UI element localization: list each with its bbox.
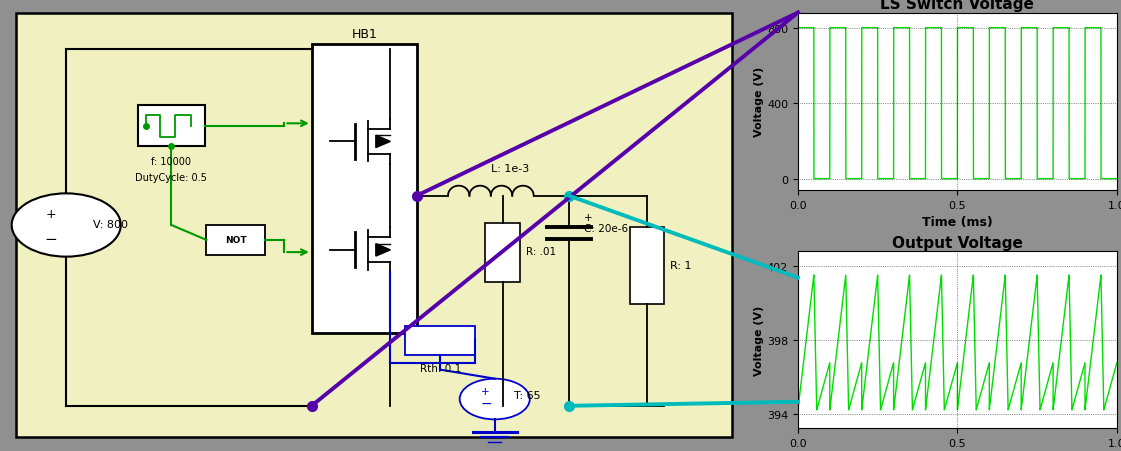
Circle shape <box>11 194 121 257</box>
Text: Rth: 0.1: Rth: 0.1 <box>419 363 461 373</box>
X-axis label: Time (ms): Time (ms) <box>923 216 993 229</box>
Title: LS Switch Voltage: LS Switch Voltage <box>880 0 1035 12</box>
Text: V: 800: V: 800 <box>93 219 129 229</box>
Text: −: − <box>44 231 57 247</box>
Bar <box>206 226 265 255</box>
Text: +: + <box>481 386 490 396</box>
Title: Output Voltage: Output Voltage <box>892 235 1022 250</box>
Text: DutyCycle: 0.5: DutyCycle: 0.5 <box>136 172 207 182</box>
Bar <box>405 326 475 355</box>
Y-axis label: Voltage (V): Voltage (V) <box>754 67 765 137</box>
Circle shape <box>460 379 530 419</box>
Text: L: 1e-3: L: 1e-3 <box>491 163 529 173</box>
Text: R: .01: R: .01 <box>526 247 556 257</box>
Text: C: 20e-6: C: 20e-6 <box>584 223 629 233</box>
Text: R: 1: R: 1 <box>670 260 692 270</box>
Text: +: + <box>584 213 593 223</box>
Bar <box>485 223 520 282</box>
Bar <box>138 106 204 147</box>
Bar <box>630 228 664 304</box>
Polygon shape <box>376 136 390 148</box>
Text: −: − <box>481 396 492 410</box>
Text: HB1: HB1 <box>351 28 377 41</box>
Text: T: 65: T: 65 <box>515 390 540 400</box>
Text: f: 10000: f: 10000 <box>151 156 192 166</box>
Text: +: + <box>45 208 56 221</box>
Bar <box>312 45 417 334</box>
Y-axis label: Voltage (V): Voltage (V) <box>754 305 765 375</box>
Polygon shape <box>376 244 390 257</box>
Text: NOT: NOT <box>225 236 247 245</box>
